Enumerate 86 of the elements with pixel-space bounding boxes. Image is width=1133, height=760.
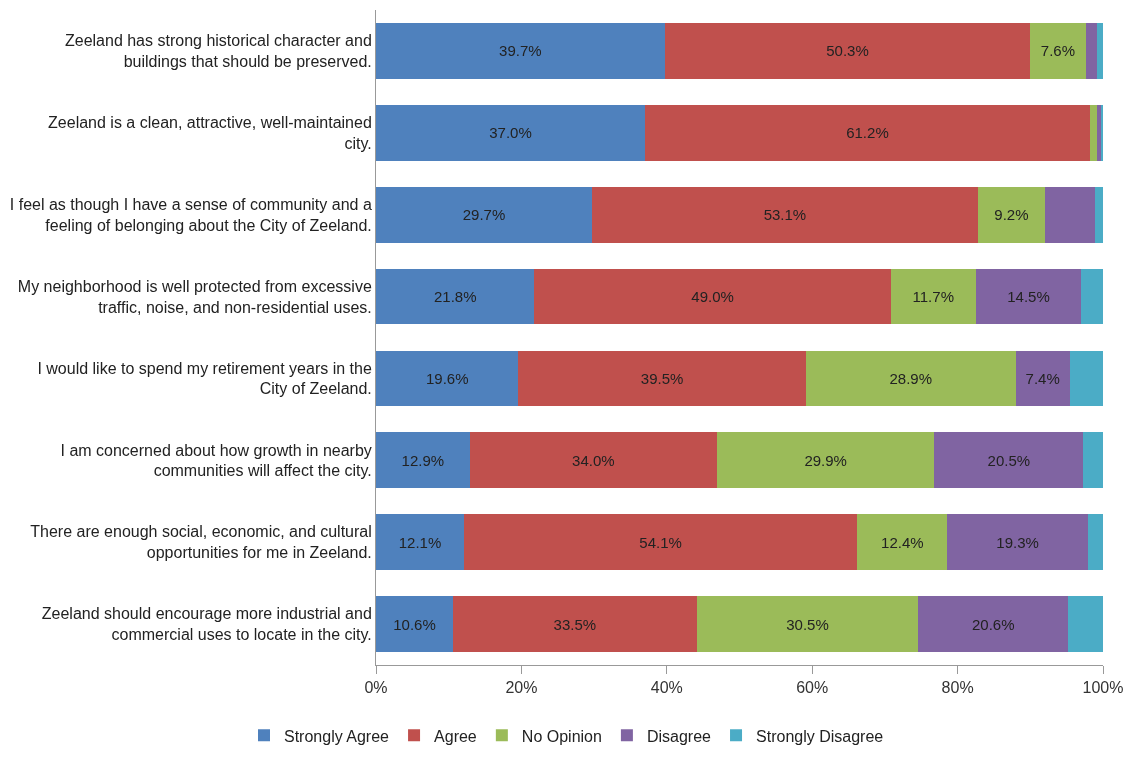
data-label: 7.4% bbox=[1025, 369, 1060, 387]
data-label: 34.0% bbox=[572, 451, 615, 469]
bar bbox=[934, 432, 1084, 489]
bar bbox=[1015, 350, 1070, 407]
bar bbox=[534, 268, 891, 325]
legend-label: Strongly Disagree bbox=[756, 727, 884, 745]
bar bbox=[376, 104, 645, 161]
bar bbox=[376, 186, 592, 243]
data-label: 11.7% bbox=[912, 288, 954, 306]
bar bbox=[376, 596, 454, 652]
bar bbox=[1044, 186, 1095, 243]
data-label: 39.5% bbox=[640, 369, 684, 387]
bar bbox=[1097, 23, 1103, 79]
data-label: 12.4% bbox=[881, 533, 924, 551]
data-label: 49.0% bbox=[691, 288, 734, 306]
data-label: 39.7% bbox=[499, 42, 542, 60]
legend-label: Strongly Agree bbox=[284, 727, 390, 745]
y-tick-label: My neighborhood is well protected from excessive traffic, noise, and non-residential uses. bbox=[17, 277, 372, 316]
legend-label: No Opinion bbox=[521, 727, 602, 745]
bar bbox=[1030, 23, 1086, 79]
bar bbox=[857, 514, 948, 571]
y-tick-label: Zeeland has strong historical character and buildings that should be preserved. bbox=[64, 32, 372, 70]
bar bbox=[591, 186, 978, 243]
bar bbox=[518, 350, 806, 407]
data-label: 21.8% bbox=[433, 288, 477, 306]
bar bbox=[947, 514, 1088, 571]
x-tick-label: 20% bbox=[505, 679, 538, 697]
y-tick-label: Zeeland is a clean, attractive, well-maintained city. bbox=[48, 114, 372, 152]
bar bbox=[376, 23, 665, 79]
data-label: 19.3% bbox=[996, 533, 1039, 551]
data-label: 10.6% bbox=[393, 615, 436, 633]
bar bbox=[644, 104, 1090, 161]
data-label: 9.2% bbox=[994, 206, 1029, 224]
y-tick-label: There are enough social, economic, and cultural opportunities for me in Zeeland. bbox=[30, 523, 372, 562]
bar bbox=[975, 268, 1082, 325]
bar bbox=[664, 23, 1031, 79]
data-label: 53.1% bbox=[763, 206, 807, 224]
x-tick-label: 80% bbox=[941, 679, 974, 697]
bar bbox=[1089, 104, 1098, 161]
bar bbox=[716, 432, 935, 489]
data-label: 37.0% bbox=[489, 124, 532, 142]
bar bbox=[453, 596, 697, 652]
bar bbox=[1087, 514, 1103, 571]
bar bbox=[1095, 186, 1103, 243]
bar bbox=[376, 432, 470, 489]
bar bbox=[805, 350, 1016, 407]
bar bbox=[1081, 268, 1103, 325]
bar bbox=[376, 268, 535, 325]
bar bbox=[376, 514, 464, 571]
data-label: 61.2% bbox=[846, 124, 889, 142]
y-tick-label: I would like to spend my retirement years in the City of Zeeland. bbox=[37, 359, 372, 398]
bar bbox=[918, 596, 1069, 652]
bar bbox=[890, 268, 976, 325]
data-label: 20.6% bbox=[971, 615, 1015, 633]
x-tick-label: 0% bbox=[364, 679, 388, 697]
data-label: 28.9% bbox=[889, 369, 932, 387]
y-tick-label: I am concerned about how growth in nearby communities will affect the city. bbox=[60, 441, 372, 480]
y-tick-label: Zeeland should encourage more industrial and commercial uses to locate in the city. bbox=[41, 605, 372, 644]
bar bbox=[1085, 23, 1098, 79]
bar bbox=[977, 186, 1045, 243]
x-tick-label: 40% bbox=[650, 679, 683, 697]
legend-label: Disagree bbox=[646, 727, 712, 745]
y-tick-label: I feel as though I have a sense of community and a feeling of belonging about the City of Zeeland. bbox=[9, 195, 372, 234]
x-tick-label: 60% bbox=[796, 679, 829, 697]
data-label: 29.7% bbox=[462, 206, 506, 224]
data-label: 20.5% bbox=[987, 451, 1031, 469]
x-tick-label: 100% bbox=[1082, 679, 1124, 697]
data-label: 30.5% bbox=[786, 615, 829, 633]
data-label: 54.1% bbox=[639, 533, 682, 551]
data-label: 19.6% bbox=[425, 369, 469, 387]
bar bbox=[696, 596, 919, 652]
bar bbox=[1069, 350, 1103, 407]
data-label: 7.6% bbox=[1040, 42, 1076, 60]
bar bbox=[1083, 432, 1103, 489]
bar bbox=[463, 514, 858, 571]
data-label: 33.5% bbox=[553, 615, 597, 633]
legend-label: Agree bbox=[434, 727, 477, 745]
data-label: 14.5% bbox=[1007, 288, 1050, 306]
data-label: 29.9% bbox=[804, 451, 847, 469]
data-label: 12.9% bbox=[401, 451, 445, 469]
bar bbox=[376, 350, 519, 407]
bar bbox=[469, 432, 717, 489]
data-label: 12.1% bbox=[398, 533, 442, 551]
data-label: 50.3% bbox=[826, 42, 869, 60]
bar bbox=[1068, 596, 1103, 652]
bar bbox=[1097, 104, 1102, 161]
